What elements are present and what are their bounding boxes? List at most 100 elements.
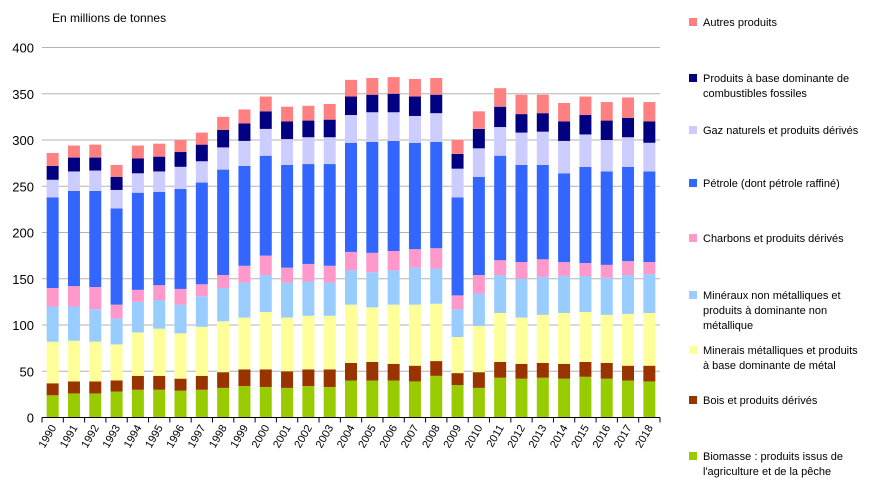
- legend-item: Biomasse : produits issus de l'agricultur…: [689, 451, 843, 478]
- bar-segment: [217, 321, 230, 373]
- bar-segment: [281, 139, 294, 165]
- bar-segment: [67, 286, 80, 307]
- legend-item: Gaz naturels et produits dérivés: [689, 125, 859, 137]
- bar-segment: [67, 381, 80, 394]
- bar-segment: [366, 272, 379, 308]
- bar-segment: [281, 267, 294, 283]
- bar-segment: [387, 251, 400, 271]
- bar-segment: [494, 155, 507, 261]
- y-tick-label: 50: [20, 364, 34, 379]
- x-tick-label: 2014: [548, 423, 571, 450]
- legend-label: Minerais métalliques et produits à base d…: [703, 345, 858, 372]
- bar-segment: [387, 380, 400, 418]
- bar-segment: [110, 391, 123, 418]
- bar-segment: [217, 129, 230, 148]
- bar-segment: [451, 153, 464, 169]
- bar-segment: [110, 304, 123, 319]
- bar-segment: [302, 281, 315, 316]
- bar-segment: [430, 94, 443, 114]
- bar-segment: [494, 362, 507, 378]
- bar-segment: [153, 285, 166, 301]
- bar-segment: [259, 275, 272, 313]
- legend-label: Biomasse : produits issus de l'agricultur…: [703, 451, 843, 478]
- bars: [46, 77, 656, 418]
- bar-segment: [366, 380, 379, 418]
- bar-segment: [195, 284, 208, 297]
- x-tick-label: 2012: [505, 423, 528, 450]
- bar-segment: [46, 165, 59, 180]
- bar-segment: [643, 102, 656, 122]
- bar-segment: [110, 344, 123, 381]
- bar-segment: [195, 389, 208, 418]
- bar-segment: [579, 312, 592, 362]
- bar-segment: [217, 169, 230, 276]
- bar-segment: [46, 341, 59, 384]
- bar-segment: [558, 103, 571, 122]
- bar-segment: [217, 288, 230, 322]
- legend-item: Minerais métalliques et produits à base d…: [689, 345, 858, 372]
- bar-segment: [472, 177, 485, 276]
- x-tick-label: 1998: [207, 423, 230, 450]
- bar-segment: [46, 197, 59, 288]
- bar-segment: [46, 306, 59, 342]
- legend-swatch: [689, 452, 697, 460]
- legend-item: Charbons et produits dérivés: [689, 233, 844, 245]
- bar-segment: [472, 387, 485, 418]
- bar-segment: [515, 114, 528, 133]
- bar-segment: [259, 369, 272, 387]
- legend-item: Minéraux non métalliques et produits à do…: [689, 290, 841, 332]
- bar-segment: [281, 121, 294, 140]
- y-tick-label: 250: [12, 179, 34, 194]
- bar-segment: [472, 293, 485, 326]
- x-tick-label: 2018: [633, 423, 656, 450]
- bar-segment: [430, 268, 443, 304]
- bar-segment: [217, 275, 230, 288]
- y-tick-label: 150: [12, 272, 34, 287]
- bar-segment: [408, 249, 421, 268]
- legend-item: Pétrole (dont pétrole raffiné): [689, 178, 840, 190]
- legend-swatch: [689, 74, 697, 82]
- bar-segment: [579, 275, 592, 313]
- bar-segment: [153, 375, 166, 390]
- x-tick-label: 2008: [420, 423, 443, 450]
- bar-segment: [46, 383, 59, 396]
- bar-segment: [579, 376, 592, 418]
- x-tick-label: 1991: [58, 423, 81, 450]
- bar-segment: [259, 128, 272, 156]
- bar-segment: [174, 166, 187, 190]
- bar-segment: [345, 142, 357, 252]
- bar-segment: [536, 362, 549, 378]
- bar-segment: [643, 381, 656, 418]
- bar-segment: [67, 157, 80, 172]
- bar-segment: [494, 312, 507, 362]
- bar-segment: [600, 378, 613, 418]
- bar-segment: [153, 143, 166, 157]
- bar-segment: [110, 189, 123, 209]
- bar-segment: [515, 132, 528, 165]
- bar-segment: [430, 141, 443, 249]
- x-tick-label: 2005: [356, 423, 379, 450]
- bar-segment: [195, 182, 208, 285]
- bar-segment: [494, 260, 507, 276]
- bar-segment: [451, 197, 464, 296]
- bar-segment: [558, 121, 571, 141]
- bar-segment: [281, 106, 294, 122]
- bar-segment: [67, 171, 80, 191]
- legend-item: Autres produits: [689, 17, 777, 29]
- bar-segment: [643, 142, 656, 172]
- bar-segment: [153, 191, 166, 286]
- bar-segment: [536, 377, 549, 418]
- bar-segment: [579, 166, 592, 264]
- bar-segment: [345, 304, 357, 363]
- bar-segment: [174, 140, 187, 153]
- bar-segment: [131, 173, 144, 193]
- x-tick-label: 2015: [569, 423, 592, 450]
- x-tick-label: 1997: [186, 423, 209, 450]
- bar-segment: [302, 315, 315, 370]
- bar-segment: [536, 94, 549, 114]
- legend-swatch: [689, 234, 697, 242]
- bar-segment: [451, 373, 464, 386]
- legend-label: Gaz naturels et produits dérivés: [703, 125, 859, 137]
- bar-segment: [153, 389, 166, 418]
- x-tick-labels: 1990199119921993199419951996199719981999…: [37, 423, 656, 450]
